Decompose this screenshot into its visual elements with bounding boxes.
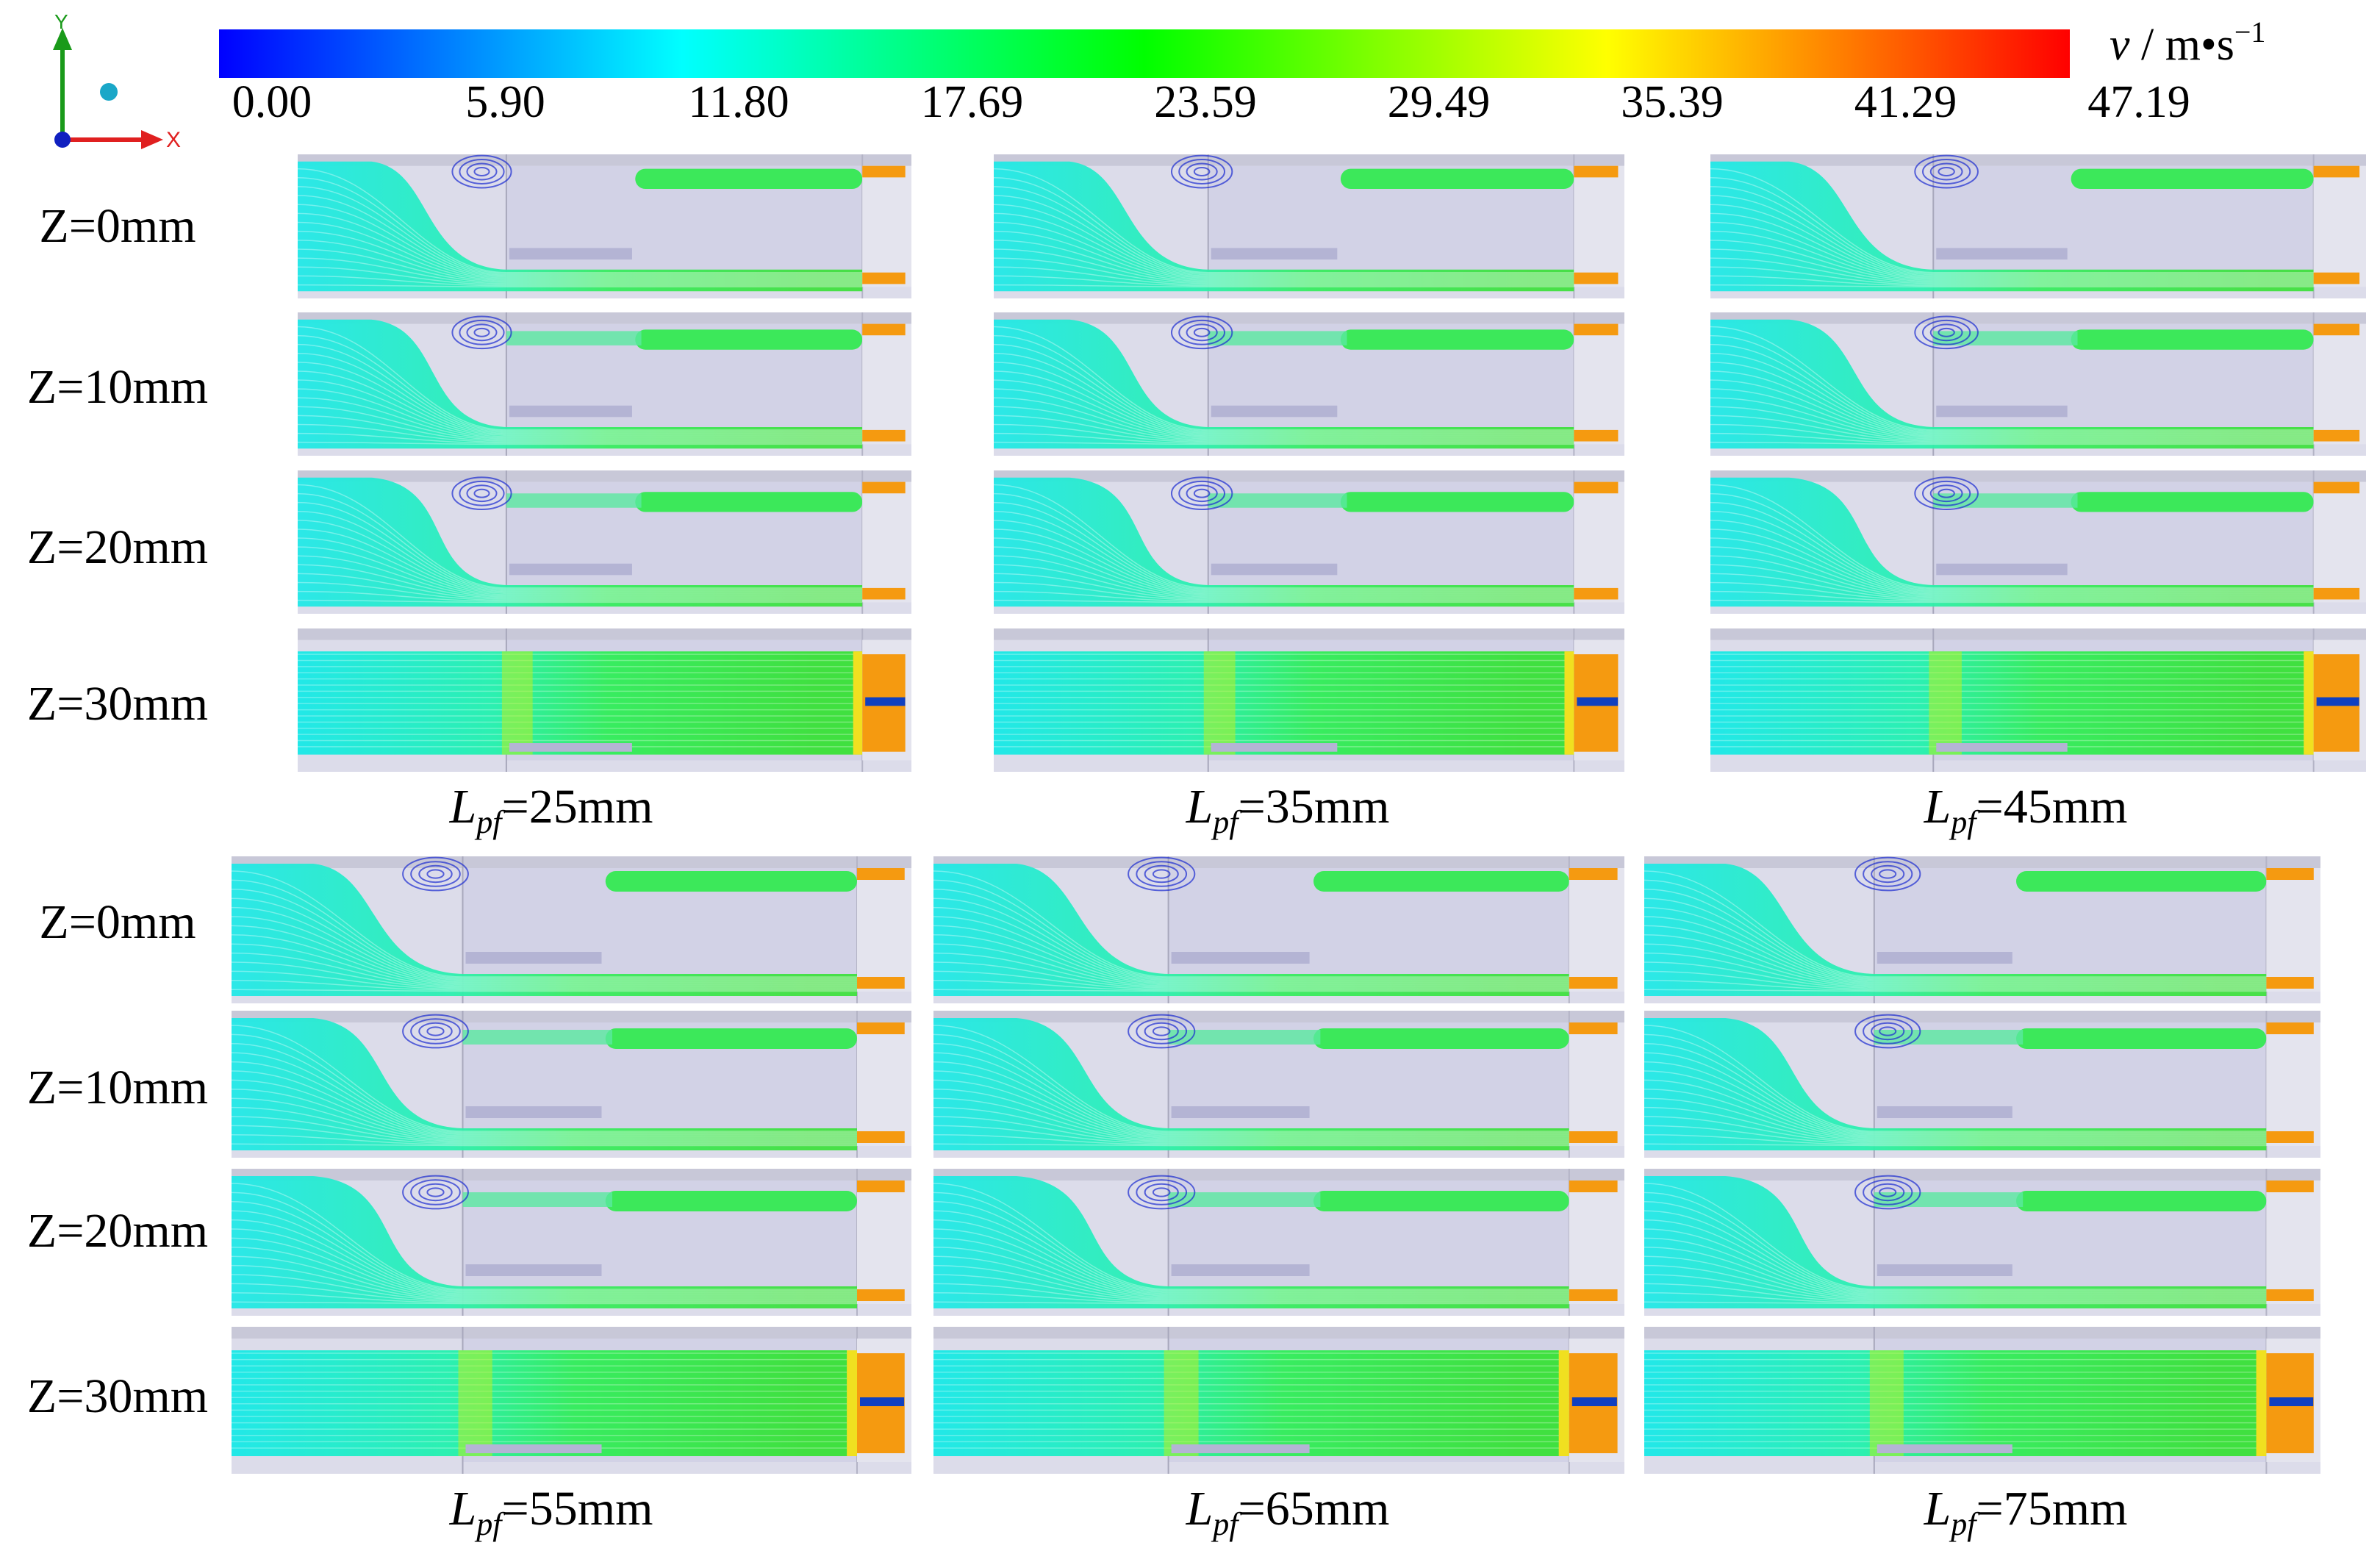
row-label: Z=30mm xyxy=(26,1369,209,1423)
colorbar-gradient xyxy=(219,29,2070,78)
streamline-panel xyxy=(1710,628,2366,772)
streamline-panel xyxy=(1710,470,2366,614)
streamline-panel xyxy=(994,312,1624,456)
streamline-panel xyxy=(232,1011,911,1158)
colorbar-tick-label: 0.00 xyxy=(232,77,312,127)
axis-y-label: Y xyxy=(54,10,68,33)
streamline-panel xyxy=(298,312,911,456)
streamline-panel xyxy=(933,856,1624,1003)
colorbar-unit: v / m•s−1 xyxy=(2110,18,2265,70)
colorbar-tick-label: 11.80 xyxy=(688,77,789,127)
colorbar-unit-exponent: −1 xyxy=(2234,15,2266,49)
streamline-panel xyxy=(1644,856,2320,1003)
axis-triad-arrows xyxy=(53,28,163,149)
row-label: Z=10mm xyxy=(26,360,209,414)
colorbar-tick-label: 29.49 xyxy=(1387,77,1491,127)
axis-triad: Y X xyxy=(37,10,206,162)
streamline-panel xyxy=(1710,312,2366,456)
streamline-panel xyxy=(994,628,1624,772)
row-label: Z=0mm xyxy=(39,895,196,949)
row-label: Z=20mm xyxy=(26,1204,209,1258)
streamline-panel xyxy=(1644,1011,2320,1158)
colorbar-unit-text: / m•s xyxy=(2129,20,2234,70)
colorbar-variable: v xyxy=(2110,20,2130,70)
colorbar-tick-label: 47.19 xyxy=(2087,77,2190,127)
row-label: Z=20mm xyxy=(26,520,209,574)
streamline-panel xyxy=(232,1327,911,1474)
streamline-panel xyxy=(933,1327,1624,1474)
colorbar-tick-label: 17.69 xyxy=(920,77,1024,127)
colorbar xyxy=(219,29,2070,78)
column-label: Lpf=75mm xyxy=(1924,1482,2128,1542)
colorbar-tick-label: 23.59 xyxy=(1154,77,1257,127)
colorbar-tick-label: 5.90 xyxy=(465,77,545,127)
streamline-panel xyxy=(232,1169,911,1316)
column-label: Lpf=65mm xyxy=(1186,1482,1390,1542)
streamline-panel xyxy=(933,1011,1624,1158)
streamline-panel xyxy=(1644,1169,2320,1316)
column-label: Lpf=55mm xyxy=(449,1482,653,1542)
streamline-panel xyxy=(1644,1327,2320,1474)
streamline-panel xyxy=(994,154,1624,298)
streamline-panel xyxy=(994,470,1624,614)
streamline-panel xyxy=(1710,154,2366,298)
colorbar-tick-label: 35.39 xyxy=(1621,77,1724,127)
row-label: Z=30mm xyxy=(26,677,209,731)
streamline-panel xyxy=(298,470,911,614)
colorbar-tick-label: 41.29 xyxy=(1854,77,1957,127)
streamline-panel xyxy=(298,154,911,298)
column-label: Lpf=25mm xyxy=(449,780,653,840)
streamline-panel xyxy=(933,1169,1624,1316)
column-label: Lpf=45mm xyxy=(1924,780,2128,840)
streamline-panel xyxy=(298,628,911,772)
axis-x-label: X xyxy=(166,128,182,152)
row-label: Z=10mm xyxy=(26,1061,209,1114)
streamline-panel xyxy=(232,856,911,1003)
column-label: Lpf=35mm xyxy=(1186,780,1390,840)
row-label: Z=0mm xyxy=(39,199,196,253)
